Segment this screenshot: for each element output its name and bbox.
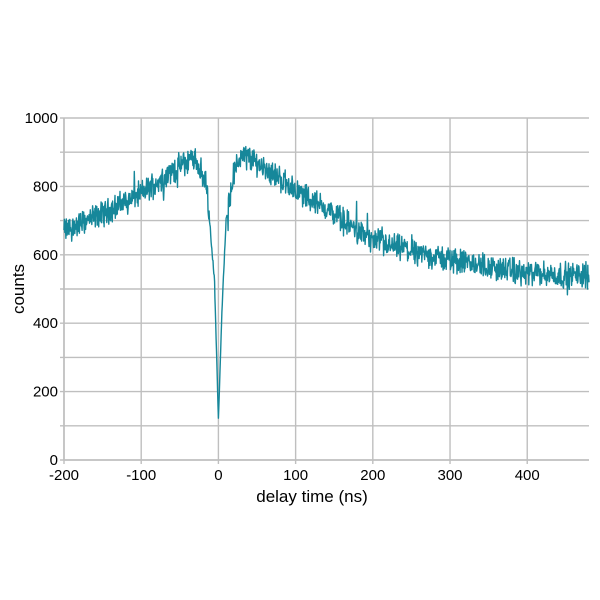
x-tick-label: 100	[283, 467, 308, 484]
axes	[63, 118, 589, 461]
y-tick-label: 0	[50, 452, 58, 469]
y-axis-title: counts	[9, 264, 28, 314]
data-series-counts	[63, 145, 590, 419]
y-axis-tick-labels: 0 200 400 600 800 1000	[25, 110, 58, 469]
x-tick-label: 400	[515, 467, 540, 484]
y-tick-label: 800	[33, 178, 58, 195]
gridlines	[60, 117, 589, 464]
x-tick-label: 0	[214, 467, 222, 484]
x-tick-label: 300	[438, 467, 463, 484]
x-axis-tick-labels: -200 -100 0 100 200 300 400	[49, 467, 540, 484]
y-tick-label: 1000	[25, 110, 58, 127]
x-axis-title: delay time (ns)	[256, 487, 367, 506]
y-tick-label: 600	[33, 247, 58, 264]
x-tick-label: 200	[360, 467, 385, 484]
x-tick-label: -200	[49, 467, 79, 484]
y-tick-label: 400	[33, 315, 58, 332]
y-tick-label: 200	[33, 384, 58, 401]
x-tick-label: -100	[126, 467, 156, 484]
